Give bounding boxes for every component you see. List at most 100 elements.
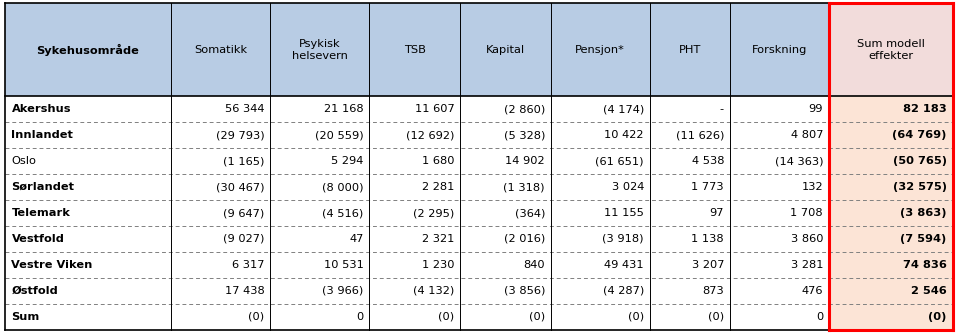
Text: 132: 132: [802, 182, 823, 192]
Bar: [270, 148, 370, 174]
Text: 99: 99: [809, 104, 823, 114]
Text: Vestfold: Vestfold: [11, 234, 64, 244]
Bar: [829, 122, 953, 148]
Text: (364): (364): [514, 208, 545, 218]
Bar: [171, 174, 270, 200]
Bar: [5, 122, 171, 148]
Bar: [5, 174, 171, 200]
Bar: [5, 200, 171, 226]
Text: (14 363): (14 363): [775, 156, 823, 166]
Bar: [460, 122, 551, 148]
Text: (8 000): (8 000): [322, 182, 364, 192]
Bar: [551, 252, 650, 278]
Bar: [370, 148, 460, 174]
Text: (2 295): (2 295): [413, 208, 454, 218]
Bar: [460, 3, 551, 96]
Bar: [829, 278, 953, 304]
Text: 3 024: 3 024: [611, 182, 644, 192]
Text: Sykehusområde: Sykehusområde: [36, 44, 140, 56]
Bar: [270, 174, 370, 200]
Text: 21 168: 21 168: [324, 104, 364, 114]
Text: Psykisk
helsevern: Psykisk helsevern: [292, 39, 348, 61]
Bar: [730, 252, 829, 278]
Bar: [370, 278, 460, 304]
Text: (9 027): (9 027): [223, 234, 264, 244]
Text: (0): (0): [928, 312, 947, 322]
Text: 47: 47: [350, 234, 364, 244]
Bar: [171, 252, 270, 278]
Text: TSB: TSB: [403, 45, 425, 55]
Bar: [730, 200, 829, 226]
Bar: [730, 122, 829, 148]
Bar: [650, 96, 730, 122]
Bar: [551, 148, 650, 174]
Text: (4 287): (4 287): [603, 286, 644, 296]
Bar: [460, 200, 551, 226]
Bar: [551, 3, 650, 96]
Text: Telemark: Telemark: [11, 208, 70, 218]
Bar: [460, 96, 551, 122]
Bar: [370, 226, 460, 252]
Text: (0): (0): [708, 312, 724, 322]
Text: (50 765): (50 765): [893, 156, 947, 166]
Text: (4 174): (4 174): [603, 104, 644, 114]
Text: 10 531: 10 531: [324, 260, 364, 270]
Text: 1 230: 1 230: [422, 260, 454, 270]
Text: (30 467): (30 467): [217, 182, 264, 192]
Bar: [460, 278, 551, 304]
Text: 0: 0: [816, 312, 823, 322]
Bar: [551, 226, 650, 252]
Text: (2 860): (2 860): [504, 104, 545, 114]
Text: 17 438: 17 438: [225, 286, 264, 296]
Text: 4 538: 4 538: [692, 156, 724, 166]
Bar: [270, 122, 370, 148]
Bar: [171, 148, 270, 174]
Bar: [270, 304, 370, 330]
Bar: [5, 226, 171, 252]
Text: (32 575): (32 575): [893, 182, 947, 192]
Bar: [460, 174, 551, 200]
Text: Forskning: Forskning: [752, 45, 807, 55]
Text: 6 317: 6 317: [232, 260, 264, 270]
Text: 97: 97: [710, 208, 724, 218]
Text: 82 183: 82 183: [902, 104, 947, 114]
Bar: [460, 148, 551, 174]
Bar: [171, 304, 270, 330]
Bar: [650, 3, 730, 96]
Bar: [460, 252, 551, 278]
Text: 56 344: 56 344: [225, 104, 264, 114]
Text: (3 918): (3 918): [603, 234, 644, 244]
Bar: [650, 304, 730, 330]
Text: (64 769): (64 769): [892, 130, 947, 140]
Bar: [551, 174, 650, 200]
Text: (3 966): (3 966): [323, 286, 364, 296]
Bar: [829, 96, 953, 122]
Text: 2 281: 2 281: [422, 182, 454, 192]
Text: 476: 476: [802, 286, 823, 296]
Text: Vestre Viken: Vestre Viken: [11, 260, 93, 270]
Text: (61 651): (61 651): [596, 156, 644, 166]
Bar: [370, 304, 460, 330]
Bar: [270, 252, 370, 278]
Bar: [5, 278, 171, 304]
Text: Sum modell
effekter: Sum modell effekter: [857, 39, 925, 61]
Text: (0): (0): [248, 312, 264, 322]
Text: (1 318): (1 318): [503, 182, 545, 192]
Bar: [730, 3, 829, 96]
Bar: [829, 200, 953, 226]
Text: (4 132): (4 132): [413, 286, 454, 296]
Text: Somatikk: Somatikk: [194, 45, 247, 55]
Bar: [270, 96, 370, 122]
Text: (4 516): (4 516): [323, 208, 364, 218]
Bar: [5, 96, 171, 122]
Text: 2 546: 2 546: [911, 286, 947, 296]
Text: Oslo: Oslo: [11, 156, 36, 166]
Text: Akershus: Akershus: [11, 104, 71, 114]
Text: (5 328): (5 328): [504, 130, 545, 140]
Text: Østfold: Østfold: [11, 286, 58, 296]
Bar: [829, 174, 953, 200]
Text: (0): (0): [627, 312, 644, 322]
Bar: [171, 96, 270, 122]
Bar: [730, 174, 829, 200]
Text: 840: 840: [523, 260, 545, 270]
